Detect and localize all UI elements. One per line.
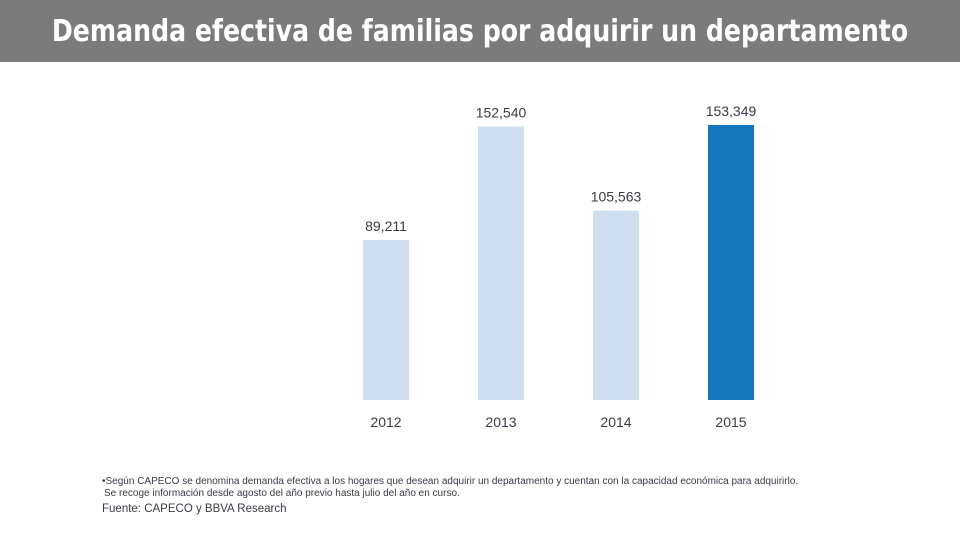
source-text: Fuente: CAPECO y BBVA Research bbox=[102, 503, 287, 515]
bars-group bbox=[363, 125, 754, 400]
chart-notes: •Según CAPECO se denomina demanda efecti… bbox=[102, 476, 922, 516]
x-tick-label-2014: 2014 bbox=[600, 414, 631, 430]
note-period: Se recoge información desde agosto del a… bbox=[104, 488, 460, 499]
bar-2015 bbox=[708, 125, 754, 400]
note-definition: •Según CAPECO se denomina demanda efecti… bbox=[102, 476, 799, 487]
x-tick-label-2012: 2012 bbox=[370, 414, 401, 430]
value-label-2014: 105,563 bbox=[591, 189, 642, 205]
bar-2014 bbox=[593, 210, 639, 400]
bar-2013 bbox=[478, 126, 524, 400]
x-tick-label-2013: 2013 bbox=[485, 414, 516, 430]
value-label-2012: 89,211 bbox=[365, 218, 407, 234]
value-label-2015: 153,349 bbox=[706, 103, 757, 119]
value-label-2013: 152,540 bbox=[476, 104, 527, 120]
value-labels-group: 89,211 152,540 105,563 153,349 bbox=[365, 103, 756, 234]
page-title: Demanda efectiva de familias por adquiri… bbox=[51, 13, 909, 49]
x-tick-label-2015: 2015 bbox=[715, 414, 746, 430]
title-bar: Demanda efectiva de familias por adquiri… bbox=[0, 0, 960, 62]
bar-2012 bbox=[363, 240, 409, 400]
x-tick-labels-group: 2012 2013 2014 2015 bbox=[370, 414, 746, 430]
